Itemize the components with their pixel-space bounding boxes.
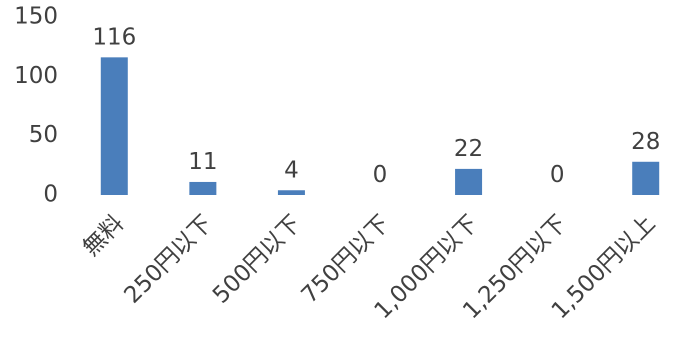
bar	[632, 161, 660, 195]
x-tick-label: 750円以下	[297, 210, 395, 308]
y-tick-label: 0	[43, 182, 58, 208]
bar	[277, 190, 305, 195]
bars-group	[100, 57, 660, 196]
bar	[189, 181, 217, 195]
x-tick-label: 250円以下	[119, 210, 217, 308]
y-tick-label: 150	[14, 4, 58, 30]
bar	[455, 168, 483, 195]
data-label: 0	[550, 162, 565, 188]
data-label: 4	[284, 157, 299, 183]
y-axis: 0 50 100 150	[14, 4, 58, 208]
x-tick-label: 無料	[78, 210, 129, 261]
data-labels-group: 116 11 4 0 22 0 28	[92, 24, 660, 188]
data-label: 0	[373, 162, 388, 188]
y-tick-label: 50	[29, 122, 58, 148]
data-label: 28	[631, 129, 660, 155]
data-label: 116	[92, 24, 136, 50]
x-tick-label: 500円以下	[208, 210, 306, 308]
bar	[100, 57, 128, 196]
data-label: 11	[188, 149, 217, 175]
y-tick-label: 100	[14, 63, 58, 89]
x-axis: 無料250円以下500円以下750円以下1,000円以下1,250円以下1,50…	[78, 210, 660, 324]
data-label: 22	[454, 136, 483, 162]
